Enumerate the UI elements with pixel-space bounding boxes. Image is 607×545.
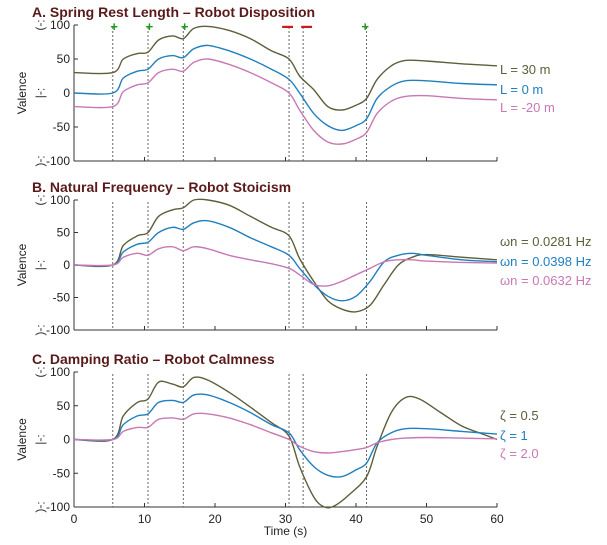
negative-event-marker: –: [301, 13, 313, 38]
series-line-3: [73, 412, 498, 454]
panel-title: C. Damping Ratio – Robot Calmness: [32, 351, 275, 367]
y-tick-label: 0: [63, 86, 70, 100]
positive-event-marker: +: [110, 19, 118, 34]
emoticon-label: :-(: [35, 324, 49, 335]
series-line-3: [73, 58, 498, 145]
legend-label-2: ωn = 0.0398 Hz: [500, 254, 591, 269]
emoticon-label: :-|: [35, 260, 49, 270]
y-tick-label: -50: [53, 291, 71, 305]
legend-label-2: ζ = 1: [500, 428, 528, 443]
series-line-2: [73, 44, 498, 132]
emoticon-label: :-): [35, 19, 49, 30]
legend-label-1: ωn = 0.0281 Hz: [500, 234, 591, 249]
emoticon-label: :-(: [35, 155, 49, 166]
emoticon-label: :-(: [35, 501, 49, 512]
series-line-2: [73, 219, 498, 302]
positive-event-marker: +: [146, 19, 154, 34]
legend-label-3: L = -20 m: [500, 100, 555, 115]
negative-event-marker: –: [281, 13, 293, 38]
emoticon-label: :-|: [35, 434, 49, 444]
y-tick-label: 0: [63, 258, 70, 272]
y-tick-label: -100: [46, 500, 70, 514]
series-line-2: [73, 393, 498, 478]
y-tick-label: 100: [50, 18, 70, 32]
x-tick-label: 20: [208, 512, 222, 526]
y-axis-label: Valence: [15, 418, 29, 461]
y-axis-label: Valence: [15, 71, 29, 114]
x-tick-label: 30: [279, 512, 293, 526]
y-tick-label: 100: [50, 365, 70, 379]
positive-event-marker: +: [181, 19, 189, 34]
panel-title: B. Natural Frequency – Robot Stoicism: [32, 179, 291, 195]
series-line-1: [73, 198, 498, 313]
legend-label-1: L = 30 m: [500, 62, 550, 77]
y-tick-label: -100: [46, 154, 70, 168]
emoticon-label: :-|: [35, 88, 49, 98]
x-tick-label: 60: [490, 512, 504, 526]
y-tick-label: 100: [50, 193, 70, 207]
legend-label-2: L = 0 m: [500, 82, 543, 97]
chart-panel-2: B. Natural Frequency – Robot Stoicism -10…: [15, 179, 591, 337]
y-tick-label: 0: [63, 433, 70, 447]
series-line-1: [73, 376, 498, 509]
x-tick-label: 10: [138, 512, 152, 526]
y-tick-label: 50: [57, 226, 71, 240]
emoticon-label: :-): [35, 194, 49, 205]
legend-label-1: ζ = 0.5: [500, 408, 539, 423]
y-tick-label: -50: [53, 466, 71, 480]
x-tick-label: 50: [420, 512, 434, 526]
chart-panel-1: A. Spring Rest Length – Robot Dispositio…: [15, 4, 555, 168]
series-line-1: [73, 25, 498, 111]
y-axis-label: Valence: [15, 243, 29, 286]
positive-event-marker: +: [361, 19, 369, 34]
y-tick-label: -100: [46, 323, 70, 337]
panel-title: A. Spring Rest Length – Robot Dispositio…: [32, 4, 315, 20]
y-tick-label: 50: [57, 52, 71, 66]
legend-label-3: ωn = 0.0632 Hz: [500, 273, 591, 288]
legend-label-3: ζ = 2.0: [500, 446, 539, 461]
x-tick-label: 0: [71, 512, 78, 526]
series-line-3: [73, 246, 498, 287]
x-tick-label: 40: [349, 512, 363, 526]
y-tick-label: -50: [53, 120, 71, 134]
y-tick-label: 50: [57, 399, 71, 413]
chart-panel-3: C. Damping Ratio – Robot Calmness -100 -50…: [15, 351, 539, 538]
x-axis-label: Time (s): [264, 524, 308, 538]
emoticon-label: :-): [35, 366, 49, 377]
